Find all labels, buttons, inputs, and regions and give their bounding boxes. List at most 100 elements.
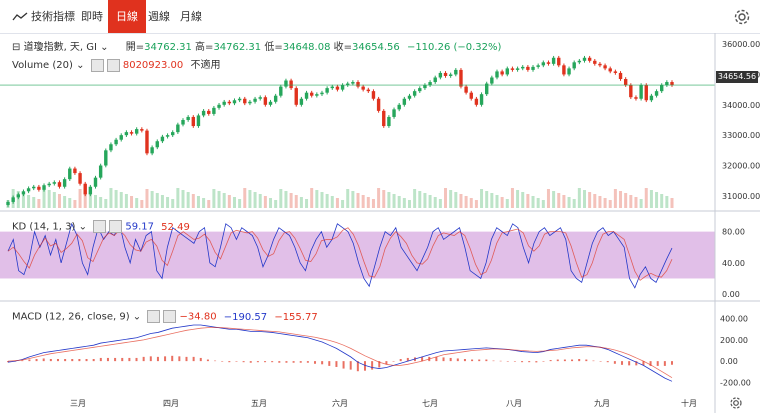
tab-monthly[interactable]: 月線	[180, 10, 202, 23]
candle-body	[21, 191, 26, 195]
volume-bar	[57, 194, 61, 208]
candle-body	[47, 183, 51, 186]
candle-body	[227, 101, 232, 104]
volume-bar	[181, 190, 185, 208]
kd-label: KD (14, 1, 3)	[12, 221, 76, 233]
macd-histogram-bar	[299, 361, 302, 363]
macd-histogram-bar	[85, 359, 88, 362]
volume-bar	[212, 189, 216, 208]
candle-body	[32, 186, 36, 189]
volume-bar	[459, 194, 463, 208]
volume-bar	[78, 189, 82, 208]
macd-histogram-bar	[535, 361, 538, 363]
close-small-icon[interactable]	[109, 220, 123, 233]
candle-body	[366, 89, 371, 92]
volume-bar	[603, 198, 607, 208]
gear-icon[interactable]	[729, 396, 743, 410]
kd-legend: KD (14, 1, 3) ⌄ 59.17 52.49	[12, 220, 190, 233]
candle-body	[304, 92, 309, 99]
macd-histogram-bar	[35, 359, 38, 362]
candle-body	[459, 69, 463, 87]
chart-area[interactable]: 31000.0032000.0033000.0034000.0035000.00…	[0, 33, 760, 413]
candle-body	[371, 91, 376, 99]
volume-bar	[130, 196, 134, 208]
volume-bar	[557, 193, 561, 208]
volume-bar	[649, 190, 653, 208]
low-label: 低	[264, 42, 275, 53]
volume-bar	[315, 190, 319, 208]
candle-body	[145, 130, 149, 154]
macd-histogram-bar	[142, 356, 145, 362]
price-tick-label: 31000.00	[722, 192, 760, 201]
candle-body	[207, 110, 211, 114]
candle-body	[649, 95, 654, 101]
macd-histogram-bar	[121, 357, 124, 362]
candle-body	[351, 82, 355, 84]
volume-bar	[109, 188, 113, 208]
macd-histogram-bar	[385, 361, 388, 365]
macd-histogram-bar	[271, 361, 274, 363]
volume-bar	[68, 198, 72, 208]
candle-body	[232, 100, 237, 104]
volume-bar	[588, 192, 592, 208]
open-value: 34762.31	[144, 42, 192, 53]
volume-bar	[480, 189, 484, 208]
candle-body	[109, 144, 113, 151]
macd-histogram-bar	[592, 360, 595, 362]
macd-histogram-bar	[499, 360, 502, 362]
macd-line	[7, 324, 673, 382]
close-small-icon[interactable]	[163, 310, 177, 323]
volume-bar	[351, 191, 355, 208]
volume-bar	[402, 198, 406, 208]
volume-bar	[140, 200, 144, 208]
settings-small-icon[interactable]	[93, 220, 107, 233]
tab-weekly[interactable]: 週線	[148, 10, 170, 23]
settings-small-icon[interactable]	[90, 58, 104, 72]
macd-histogram-bar	[221, 361, 224, 362]
candle-body	[201, 110, 206, 116]
volume-bar	[263, 196, 267, 208]
volume-bar	[495, 195, 499, 208]
macd-histogram-bar	[128, 357, 131, 362]
candle-body	[134, 129, 139, 134]
volume-bar	[37, 199, 41, 208]
volume-bar	[536, 198, 540, 208]
price-legend: ⊟ 道瓊指數, 天, GI ⌄ 開=34762.31 高=34762.31 低=…	[12, 42, 502, 53]
tab-daily[interactable]: 日線	[108, 0, 146, 33]
gear-icon[interactable]	[733, 8, 751, 26]
candle-body	[268, 101, 273, 105]
candle-body	[346, 83, 350, 86]
tab-realtime[interactable]: 即時	[81, 10, 103, 23]
volume-bar	[191, 194, 195, 208]
candle-body	[541, 62, 546, 66]
volume-bar	[469, 198, 473, 208]
macd-histogram-bar	[178, 356, 181, 362]
volume-bar	[366, 197, 370, 208]
indicators-button[interactable]: 技術指標	[12, 0, 75, 33]
close-small-icon[interactable]	[106, 58, 120, 72]
volume-bar	[634, 197, 638, 208]
collapse-icon[interactable]: ⊟	[12, 42, 21, 53]
volume-bar	[145, 189, 149, 208]
macd-histogram-bar	[435, 356, 438, 362]
candle-body	[474, 98, 479, 105]
settings-small-icon[interactable]	[147, 310, 161, 323]
volume-bar	[16, 191, 20, 208]
macd-histogram-bar	[621, 361, 624, 365]
volume-bar	[531, 196, 535, 208]
macd-histogram-bar	[442, 357, 445, 362]
volume-bar	[516, 190, 520, 208]
candle-body	[299, 98, 304, 105]
candle-body	[73, 168, 77, 174]
close-value: 34654.56	[352, 42, 400, 53]
volume-bar	[135, 198, 139, 208]
volume-bar	[27, 195, 31, 208]
volume-bar	[119, 192, 123, 208]
volume-bar	[150, 191, 154, 208]
trend-icon	[12, 12, 28, 21]
indicators-label: 技術指標	[31, 10, 75, 23]
kd-d-value: 52.49	[161, 221, 190, 233]
volume-bar	[99, 197, 103, 208]
volume-label: Volume (20)	[12, 60, 73, 71]
volume-bar	[63, 196, 67, 208]
